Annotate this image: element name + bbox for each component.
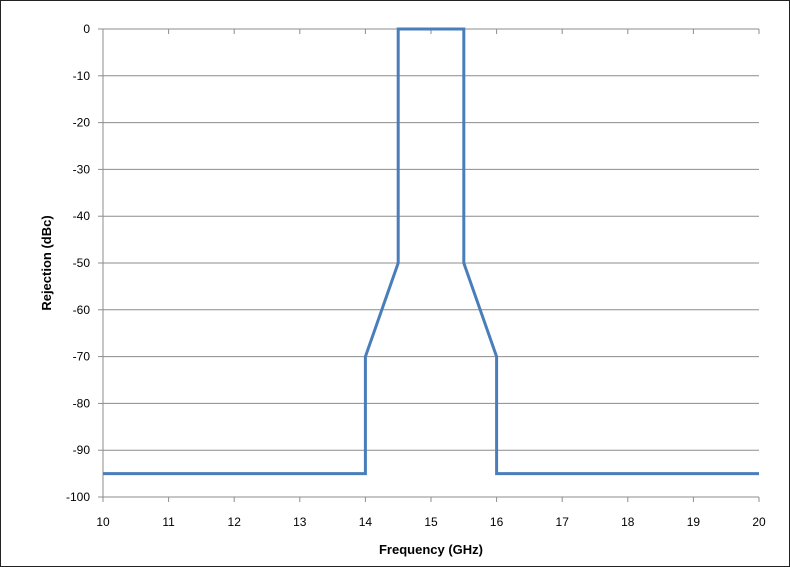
series-group: [103, 27, 759, 476]
x-tick-label: 11: [162, 515, 175, 529]
y-tick-label: -80: [73, 396, 91, 410]
x-tick-label: 15: [424, 515, 438, 529]
rejection-series-line: [103, 27, 759, 476]
gridlines: [103, 28, 759, 451]
y-tick-label: -60: [73, 303, 91, 317]
y-tick-label: -20: [73, 116, 91, 130]
y-tick-label: -90: [73, 443, 91, 457]
x-tick-label: 10: [96, 515, 110, 529]
y-axis-title: Rejection (dBc): [39, 215, 54, 310]
y-tick-label: -40: [73, 209, 91, 223]
x-tick-label: 16: [490, 515, 504, 529]
y-tick-label: -50: [73, 256, 91, 270]
y-tick-label: 0: [83, 22, 90, 36]
y-tick-labels: 0 -10 -20 -30 -40 -50 -60 -70 -80 -90 -100: [66, 22, 90, 504]
x-tick-label: 17: [556, 515, 570, 529]
x-tick-labels: 10 11 12 13 14 15 16 17 18 19 20: [96, 515, 766, 529]
x-tick-label: 18: [621, 515, 635, 529]
x-tick-label: 12: [228, 515, 242, 529]
x-tick-label: 13: [293, 515, 307, 529]
y-tick-label: -30: [73, 162, 91, 176]
x-tick-label: 20: [752, 515, 766, 529]
x-tick-label: 14: [359, 515, 373, 529]
x-axis-title: Frequency (GHz): [379, 542, 483, 557]
axes: [98, 28, 760, 502]
y-tick-label: -10: [73, 69, 91, 83]
x-tick-label: 19: [687, 515, 701, 529]
y-tick-label: -70: [73, 350, 91, 364]
y-tick-label: -100: [66, 490, 90, 504]
